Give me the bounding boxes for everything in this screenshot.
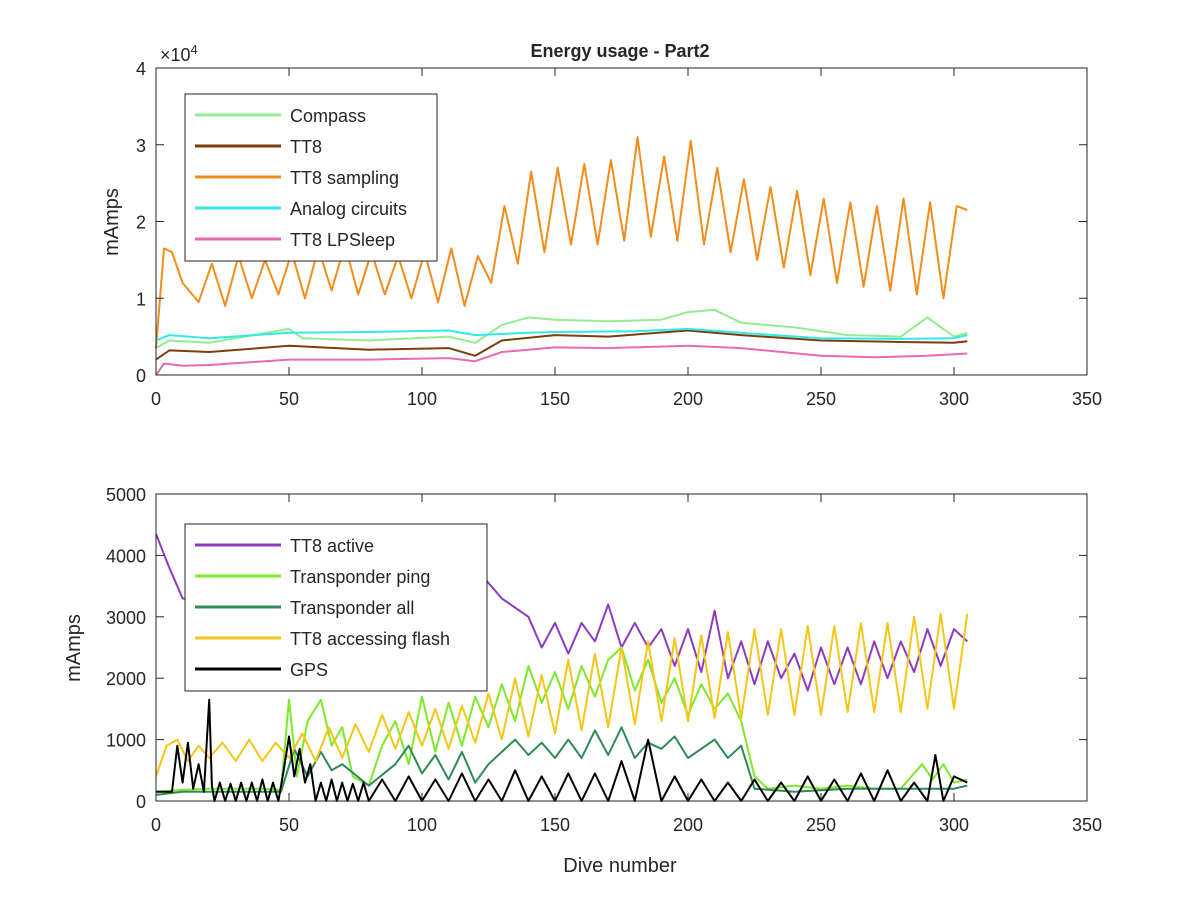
legend-label-2: Transponder all xyxy=(290,598,414,618)
x-tick-label: 250 xyxy=(806,389,836,409)
x-axis-label: Dive number xyxy=(563,855,677,877)
x-tick-label: 250 xyxy=(806,815,836,835)
legend-label-3: TT8 accessing flash xyxy=(290,629,450,649)
legend: TT8 active Transponder ping Transponder al… xyxy=(184,523,488,692)
ticks-layer: 0 50 100 150 200 250 300 350 0 1000 2000 3000 4000 50… xyxy=(106,485,1102,835)
legend-label-4: GPS xyxy=(290,660,328,680)
y-exponent-base: ×10 xyxy=(160,45,191,65)
y-exponent-label: ×104 xyxy=(160,42,198,65)
y-tick-label: 1 xyxy=(136,289,146,309)
y-tick-label: 2 xyxy=(136,213,146,233)
x-tick-label: 300 xyxy=(939,389,969,409)
energy-part2-bottom-plot: 0 50 100 150 200 250 300 350 0 1000 2000 3000 4000 50… xyxy=(63,485,1102,877)
series-line-4 xyxy=(156,698,968,802)
series-line-4 xyxy=(155,344,968,376)
x-tick-label: 100 xyxy=(407,815,437,835)
x-tick-label: 0 xyxy=(151,815,161,835)
y-tick-label: 3000 xyxy=(106,608,146,628)
x-tick-label: 50 xyxy=(279,389,299,409)
plot-area-box xyxy=(155,493,1088,802)
y-tick-label: 0 xyxy=(136,366,146,386)
x-tick-label: 100 xyxy=(407,389,437,409)
y-tick-label: 5000 xyxy=(106,485,146,505)
legend-label-4: TT8 LPSleep xyxy=(290,230,395,250)
legend-label-0: TT8 active xyxy=(290,536,374,556)
legend-label-1: Transponder ping xyxy=(290,567,430,587)
series-line-2 xyxy=(155,136,968,349)
series-line-3 xyxy=(155,612,969,777)
chart-title: Energy usage - Part2 xyxy=(530,41,709,61)
y-tick-label: 2000 xyxy=(106,669,146,689)
legend-label-2: TT8 sampling xyxy=(290,168,399,188)
x-tick-label: 200 xyxy=(673,815,703,835)
series-line-2 xyxy=(155,726,968,796)
legend-label-3: Analog circuits xyxy=(290,199,407,219)
y-exponent-power: 4 xyxy=(191,42,198,57)
ticks-layer: 0 50 100 150 200 250 300 350 0 1 2 3 4 xyxy=(136,59,1102,409)
y-tick-label: 4000 xyxy=(106,546,146,566)
x-tick-label: 200 xyxy=(673,389,703,409)
energy-part2-top-plot: 0 50 100 150 200 250 300 350 0 1 2 3 4 Energy usage … xyxy=(101,41,1102,409)
y-tick-label: 4 xyxy=(136,59,146,79)
y-axis-label: mAmps xyxy=(63,614,85,682)
x-tick-label: 50 xyxy=(279,815,299,835)
series-layer xyxy=(155,136,968,376)
series-line-1 xyxy=(155,329,968,361)
legend-label-1: TT8 xyxy=(290,137,322,157)
x-tick-label: 150 xyxy=(540,815,570,835)
x-tick-label: 300 xyxy=(939,815,969,835)
series-line-3 xyxy=(155,327,968,342)
legend: Compass TT8 TT8 sampling Analog circuits TT8… xyxy=(184,93,438,262)
y-tick-label: 3 xyxy=(136,136,146,156)
y-tick-label: 0 xyxy=(136,792,146,812)
y-tick-label: 1000 xyxy=(106,731,146,751)
x-tick-label: 350 xyxy=(1072,815,1102,835)
y-axis-label: mAmps xyxy=(101,188,123,256)
x-tick-label: 150 xyxy=(540,389,570,409)
x-tick-label: 0 xyxy=(151,389,161,409)
legend-label-0: Compass xyxy=(290,106,366,126)
x-tick-label: 350 xyxy=(1072,389,1102,409)
